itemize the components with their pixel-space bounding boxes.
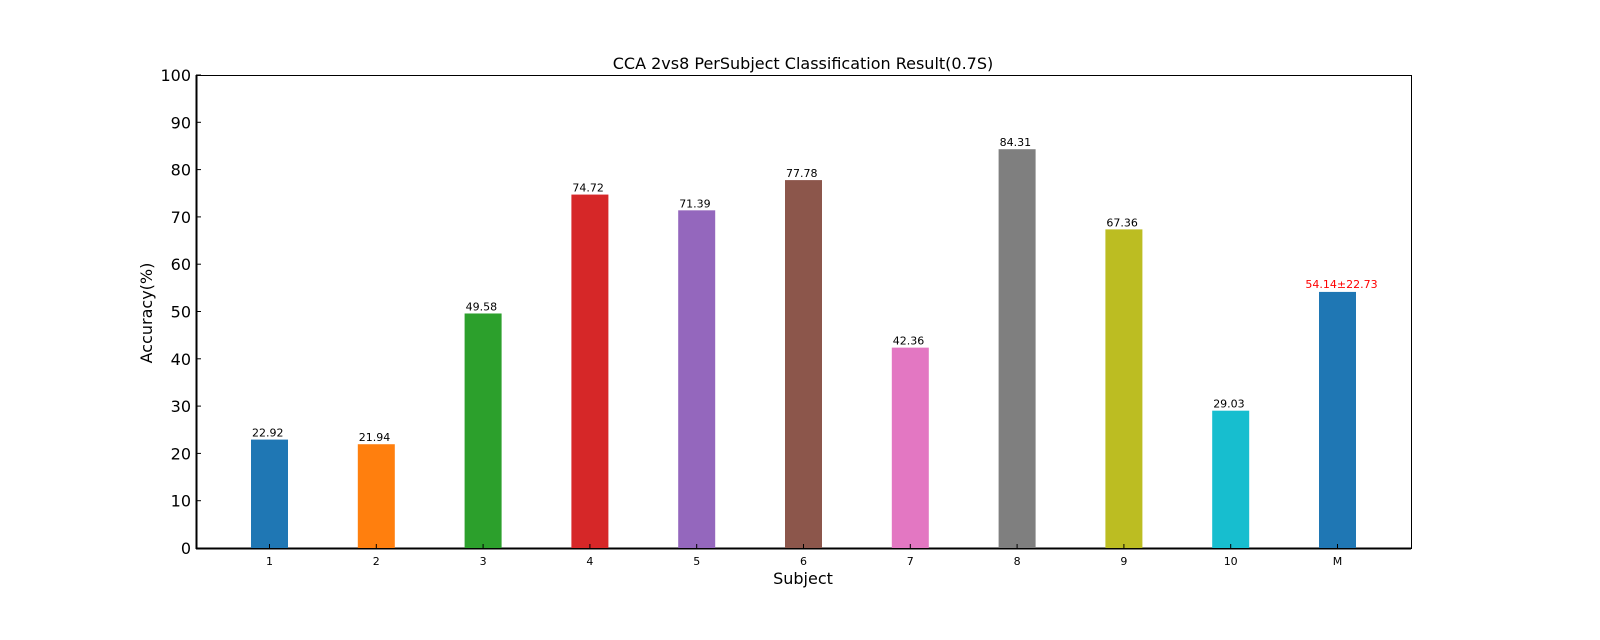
y-tick-label: 10 xyxy=(171,492,191,511)
bar-value-label: 74.72 xyxy=(572,182,604,195)
bar-1 xyxy=(251,439,288,548)
bar-5 xyxy=(678,210,716,548)
bar-value-label: 22.92 xyxy=(252,427,284,440)
y-tick-label: 70 xyxy=(171,208,191,227)
bar-value-label: 71.39 xyxy=(679,197,711,210)
x-tick-label: 6 xyxy=(800,555,807,568)
x-tick-label: 3 xyxy=(480,555,487,568)
x-tick-label: 1 xyxy=(266,555,273,568)
bar-value-label: 42.36 xyxy=(893,335,925,348)
bar-2 xyxy=(357,444,395,548)
x-tick-label: 5 xyxy=(693,555,700,568)
bar-value-label: 49.58 xyxy=(466,300,498,313)
bar-8 xyxy=(998,149,1036,549)
bar-M xyxy=(1319,291,1356,548)
x-tick-label: 9 xyxy=(1120,555,1127,568)
x-tick-label: 10 xyxy=(1224,555,1238,568)
x-tick-label: M xyxy=(1333,555,1343,568)
y-tick-label: 0 xyxy=(181,539,191,558)
bar-value-label: 84.31 xyxy=(1000,136,1032,149)
bar-6 xyxy=(785,180,822,549)
bar-value-label: 67.36 xyxy=(1106,216,1138,229)
x-axis-ticks: 1 2 3 4 5 6 7 8 9 10 M xyxy=(266,544,1342,568)
y-axis-title: Accuracy(%) xyxy=(137,263,156,364)
bar-value-label: 21.94 xyxy=(359,431,391,444)
x-tick-label: 2 xyxy=(373,555,380,568)
y-tick-label: 50 xyxy=(171,303,191,322)
bar-value-label: 29.03 xyxy=(1213,398,1245,411)
bar-9 xyxy=(1105,229,1143,548)
bar-10 xyxy=(1212,410,1250,548)
chart-title: CCA 2vs8 PerSubject Classification Resul… xyxy=(613,54,994,73)
y-tick-label: 100 xyxy=(160,66,191,85)
y-tick-label: 90 xyxy=(171,113,191,132)
y-axis-ticks: 0 10 20 30 40 50 60 70 80 90 100 xyxy=(160,66,201,558)
bar-3 xyxy=(464,313,502,548)
x-tick-label: 4 xyxy=(586,555,593,568)
bars xyxy=(251,149,1356,549)
x-tick-label: 7 xyxy=(907,555,914,568)
bar-4 xyxy=(571,194,609,548)
bar-value-label: 77.78 xyxy=(786,167,818,180)
y-tick-label: 80 xyxy=(171,161,191,180)
bar-7 xyxy=(891,347,929,548)
y-tick-label: 30 xyxy=(171,397,191,416)
bar-value-label: 54.14±22.73 xyxy=(1305,278,1377,291)
y-tick-label: 20 xyxy=(171,444,191,463)
bar-labels: 22.92 21.94 49.58 74.72 71.39 77.78 42.36 84.31… xyxy=(252,136,1378,444)
y-tick-label: 60 xyxy=(171,255,191,274)
y-tick-label: 40 xyxy=(171,350,191,369)
x-axis-title: Subject xyxy=(773,569,833,588)
x-tick-label: 8 xyxy=(1014,555,1021,568)
